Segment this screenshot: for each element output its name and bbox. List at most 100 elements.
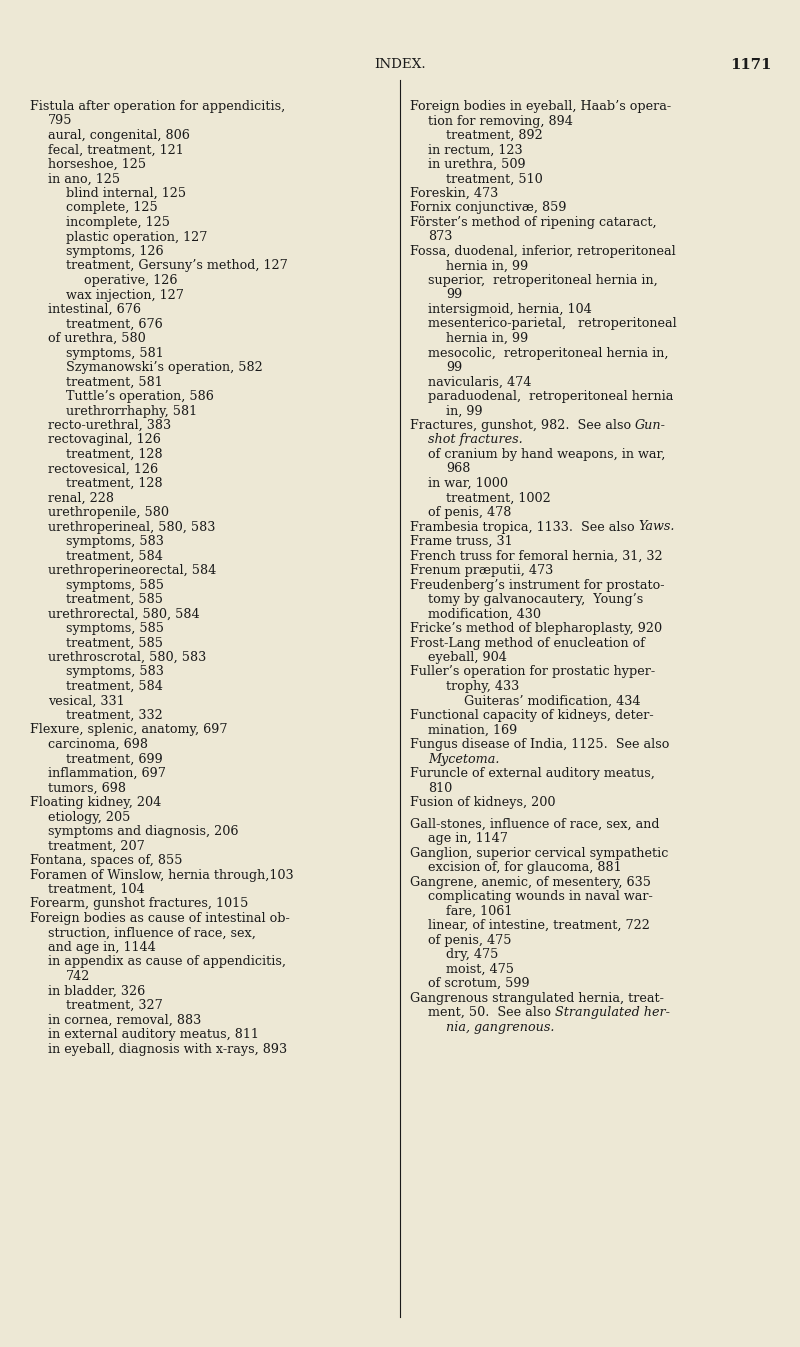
Text: treatment, 892: treatment, 892 [446,129,542,141]
Text: Fricke’s method of blepharoplasty, 920: Fricke’s method of blepharoplasty, 920 [410,622,662,634]
Text: Frost-Lang method of enucleation of: Frost-Lang method of enucleation of [410,637,645,649]
Text: symptoms, 583: symptoms, 583 [66,535,164,548]
Text: superior,  retroperitoneal hernia in,: superior, retroperitoneal hernia in, [428,273,658,287]
Text: Forearm, gunshot fractures, 1015: Forearm, gunshot fractures, 1015 [30,897,248,911]
Text: Fuller’s operation for prostatic hyper-: Fuller’s operation for prostatic hyper- [410,665,655,679]
Text: in war, 1000: in war, 1000 [428,477,508,490]
Text: age in, 1147: age in, 1147 [428,832,508,846]
Text: of cranium by hand weapons, in war,: of cranium by hand weapons, in war, [428,449,666,461]
Text: in, 99: in, 99 [446,404,482,418]
Text: linear, of intestine, treatment, 722: linear, of intestine, treatment, 722 [428,919,650,932]
Text: ment, 50.  See also: ment, 50. See also [428,1006,555,1020]
Text: symptoms, 585: symptoms, 585 [66,578,164,591]
Text: treatment, 327: treatment, 327 [66,999,162,1012]
Text: in appendix as cause of appendicitis,: in appendix as cause of appendicitis, [48,955,286,968]
Text: symptoms, 126: symptoms, 126 [66,245,164,259]
Text: Flexure, splenic, anatomy, 697: Flexure, splenic, anatomy, 697 [30,723,227,737]
Text: Fistula after operation for appendicitis,: Fistula after operation for appendicitis… [30,100,286,113]
Text: eyeball, 904: eyeball, 904 [428,651,507,664]
Text: Frambesia tropica, 1133.  See also: Frambesia tropica, 1133. See also [410,520,638,533]
Text: struction, influence of race, sex,: struction, influence of race, sex, [48,927,256,939]
Text: intestinal, 676: intestinal, 676 [48,303,141,317]
Text: treatment, 584: treatment, 584 [66,550,163,563]
Text: rectovaginal, 126: rectovaginal, 126 [48,434,161,446]
Text: Foreign bodies in eyeball, Haab’s opera-: Foreign bodies in eyeball, Haab’s opera- [410,100,671,113]
Text: symptoms, 585: symptoms, 585 [66,622,164,634]
Text: renal, 228: renal, 228 [48,492,114,505]
Text: Tuttle’s operation, 586: Tuttle’s operation, 586 [66,391,214,403]
Text: etiology, 205: etiology, 205 [48,811,130,823]
Text: excision of, for glaucoma, 881: excision of, for glaucoma, 881 [428,861,622,874]
Text: hernia in, 99: hernia in, 99 [446,260,528,272]
Text: INDEX.: INDEX. [374,58,426,71]
Text: dry, 475: dry, 475 [446,948,498,962]
Text: 873: 873 [428,230,452,244]
Text: treatment, 584: treatment, 584 [66,680,163,692]
Text: intersigmoid, hernia, 104: intersigmoid, hernia, 104 [428,303,592,317]
Text: urethrorectal, 580, 584: urethrorectal, 580, 584 [48,607,200,621]
Text: mesocolic,  retroperitoneal hernia in,: mesocolic, retroperitoneal hernia in, [428,346,669,360]
Text: Yaws.: Yaws. [638,520,675,533]
Text: treatment, 332: treatment, 332 [66,709,162,722]
Text: symptoms, 583: symptoms, 583 [66,665,164,679]
Text: treatment, 128: treatment, 128 [66,449,162,461]
Text: operative, 126: operative, 126 [84,273,178,287]
Text: treatment, 1002: treatment, 1002 [446,492,550,505]
Text: treatment, 128: treatment, 128 [66,477,162,490]
Text: of urethra, 580: of urethra, 580 [48,331,146,345]
Text: treatment, Gersuny’s method, 127: treatment, Gersuny’s method, 127 [66,260,288,272]
Text: treatment, 585: treatment, 585 [66,637,163,649]
Text: Functional capacity of kidneys, deter-: Functional capacity of kidneys, deter- [410,709,654,722]
Text: Fossa, duodenal, inferior, retroperitoneal: Fossa, duodenal, inferior, retroperitone… [410,245,676,259]
Text: urethroperineorectal, 584: urethroperineorectal, 584 [48,564,216,577]
Text: complicating wounds in naval war-: complicating wounds in naval war- [428,890,653,904]
Text: 99: 99 [446,288,462,302]
Text: Ganglion, superior cervical sympathetic: Ganglion, superior cervical sympathetic [410,847,668,859]
Text: modification, 430: modification, 430 [428,607,541,621]
Text: shot fractures.: shot fractures. [428,434,522,446]
Text: navicularis, 474: navicularis, 474 [428,376,531,388]
Text: nia, gangrenous.: nia, gangrenous. [446,1021,554,1033]
Text: horseshoe, 125: horseshoe, 125 [48,158,146,171]
Text: of scrotum, 599: of scrotum, 599 [428,978,530,990]
Text: in rectum, 123: in rectum, 123 [428,144,522,156]
Text: Gangrenous strangulated hernia, treat-: Gangrenous strangulated hernia, treat- [410,991,664,1005]
Text: 1171: 1171 [730,58,772,71]
Text: recto-urethral, 383: recto-urethral, 383 [48,419,171,432]
Text: vesical, 331: vesical, 331 [48,695,125,707]
Text: Frame truss, 31: Frame truss, 31 [410,535,513,548]
Text: inflammation, 697: inflammation, 697 [48,766,166,780]
Text: in external auditory meatus, 811: in external auditory meatus, 811 [48,1028,259,1041]
Text: paraduodenal,  retroperitoneal hernia: paraduodenal, retroperitoneal hernia [428,391,674,403]
Text: of penis, 478: of penis, 478 [428,506,511,519]
Text: Fungus disease of India, 1125.  See also: Fungus disease of India, 1125. See also [410,738,670,752]
Text: Fusion of kidneys, 200: Fusion of kidneys, 200 [410,796,555,810]
Text: treatment, 207: treatment, 207 [48,839,145,853]
Text: 99: 99 [446,361,462,374]
Text: urethroperineal, 580, 583: urethroperineal, 580, 583 [48,520,215,533]
Text: Gun-: Gun- [635,419,666,432]
Text: French truss for femoral hernia, 31, 32: French truss for femoral hernia, 31, 32 [410,550,662,563]
Text: aural, congenital, 806: aural, congenital, 806 [48,129,190,141]
Text: Furuncle of external auditory meatus,: Furuncle of external auditory meatus, [410,766,655,780]
Text: moist, 475: moist, 475 [446,963,514,975]
Text: Strangulated her-: Strangulated her- [555,1006,670,1020]
Text: urethropenile, 580: urethropenile, 580 [48,506,169,519]
Text: in eyeball, diagnosis with x-rays, 893: in eyeball, diagnosis with x-rays, 893 [48,1043,287,1056]
Text: Fractures, gunshot, 982.  See also: Fractures, gunshot, 982. See also [410,419,635,432]
Text: symptoms and diagnosis, 206: symptoms and diagnosis, 206 [48,824,238,838]
Text: urethroscrotal, 580, 583: urethroscrotal, 580, 583 [48,651,206,664]
Text: Frenum præputii, 473: Frenum præputii, 473 [410,564,554,577]
Text: hernia in, 99: hernia in, 99 [446,331,528,345]
Text: Gangrene, anemic, of mesentery, 635: Gangrene, anemic, of mesentery, 635 [410,876,651,889]
Text: Szymanowski’s operation, 582: Szymanowski’s operation, 582 [66,361,262,374]
Text: urethrorrhaphy, 581: urethrorrhaphy, 581 [66,404,197,418]
Text: Guiteras’ modification, 434: Guiteras’ modification, 434 [464,695,641,707]
Text: of penis, 475: of penis, 475 [428,933,511,947]
Text: Fontana, spaces of, 855: Fontana, spaces of, 855 [30,854,182,867]
Text: mination, 169: mination, 169 [428,723,518,737]
Text: tion for removing, 894: tion for removing, 894 [428,114,573,128]
Text: treatment, 676: treatment, 676 [66,318,162,330]
Text: Freudenberg’s instrument for prostato-: Freudenberg’s instrument for prostato- [410,578,665,591]
Text: in bladder, 326: in bladder, 326 [48,985,146,998]
